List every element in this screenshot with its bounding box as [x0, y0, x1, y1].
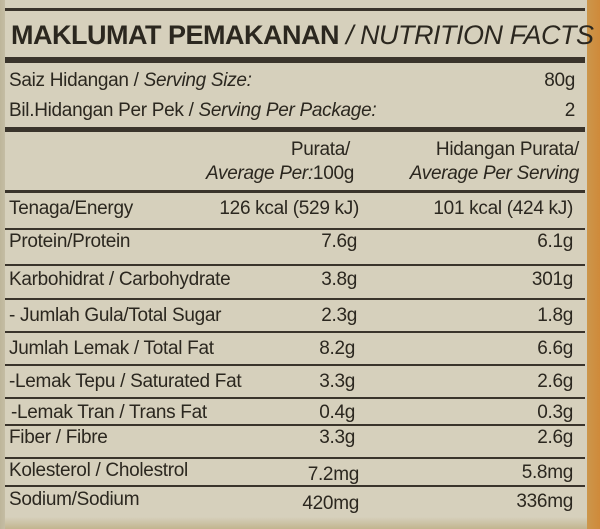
title-malay: MAKLUMAT PEMAKANAN: [11, 20, 339, 50]
per-serving-value: 1.8g: [537, 305, 573, 326]
col-perserving-subtitle: Average Per Serving: [409, 163, 580, 184]
per-serving-value: 2.6g: [537, 427, 573, 448]
title-separator: /: [338, 20, 360, 50]
serving-size-label-en: Serving Size:: [143, 70, 252, 91]
per-serving-value: 2.6g: [537, 371, 573, 392]
nutrient-label: - Jumlah Gula/Total Sugar: [9, 305, 222, 326]
row-divider: [5, 424, 585, 426]
per100-value: 3.3g: [319, 371, 355, 392]
nutrition-facts-panel: MAKLUMAT PEMAKANAN / NUTRITION FACTS Sai…: [5, 0, 594, 529]
title: MAKLUMAT PEMAKANAN / NUTRITION FACTS: [11, 20, 594, 50]
row-divider: [5, 264, 585, 266]
per100-value: 7.2mg: [307, 464, 360, 485]
per100-value: 8.2g: [319, 338, 355, 359]
per-serving-value: 301g: [531, 269, 573, 290]
per100-value: 3.8g: [321, 269, 357, 290]
nutrient-label: Kolesterol / Cholestrol: [9, 460, 188, 481]
servings-per-package-label-en: Serving Per Package:: [198, 100, 377, 121]
col-perserving-title: Hidangan Purata/: [435, 139, 579, 160]
per-serving-value: 5.8mg: [521, 462, 574, 483]
per100-value: 126 kcal (529 kJ): [219, 198, 359, 219]
servings-per-package-label-ms: Bil.Hidangan Per Pek /: [9, 100, 199, 121]
col-per100-title: Purata/: [290, 139, 350, 160]
row-divider: [5, 397, 585, 399]
serving-size-value: 80g: [544, 70, 575, 91]
per-serving-value: 6.1g: [537, 231, 573, 252]
nutrient-label: Fiber / Fibre: [9, 427, 108, 448]
top-rule: [5, 8, 585, 11]
row-divider: [5, 364, 585, 366]
row-divider: [5, 485, 585, 487]
column-header-rule: [5, 190, 585, 193]
per100-value: 3.3g: [319, 427, 355, 448]
col-per100-label: Average Per:: [205, 163, 313, 184]
title-rule: [5, 57, 585, 63]
title-english: NUTRITION FACTS: [359, 20, 594, 50]
serving-size-label: Saiz Hidangan / Serving Size:: [9, 71, 252, 90]
nutrient-label: Protein/Protein: [9, 231, 131, 252]
row-divider: [5, 457, 585, 459]
per100-value: 2.3g: [321, 305, 357, 326]
serving-size-label-ms: Saiz Hidangan /: [9, 70, 144, 91]
servings-per-package-value: 2: [564, 100, 576, 121]
nutrient-label: -Lemak Tran / Trans Fat: [11, 402, 207, 423]
per100-value: 420mg: [302, 493, 359, 514]
per100-value: 0.4g: [319, 402, 355, 423]
per-serving-value: 101 kcal (424 kJ): [433, 198, 573, 219]
col-per100-subtitle: Average Per:100g: [206, 164, 354, 183]
nutrient-label: Jumlah Lemak / Total Fat: [9, 338, 214, 359]
nutrient-label: Tenaga/Energy: [9, 198, 133, 219]
row-divider: [5, 228, 585, 230]
per-serving-value: 6.6g: [537, 338, 573, 359]
serving-rule: [5, 127, 585, 132]
per-serving-value: 0.3g: [537, 402, 573, 423]
row-divider: [5, 331, 585, 333]
package-edge: [5, 517, 587, 529]
row-divider: [5, 298, 585, 300]
nutrient-label: Sodium/Sodium: [9, 489, 140, 510]
nutrient-label: -Lemak Tepu / Saturated Fat: [9, 371, 242, 392]
per-serving-value: 336mg: [516, 491, 573, 512]
servings-per-package-label: Bil.Hidangan Per Pek / Serving Per Packa…: [9, 100, 377, 121]
nutrient-label: Karbohidrat / Carbohydrate: [9, 269, 231, 290]
per100-value: 7.6g: [321, 231, 357, 252]
col-per100-unit: 100g: [312, 163, 354, 184]
